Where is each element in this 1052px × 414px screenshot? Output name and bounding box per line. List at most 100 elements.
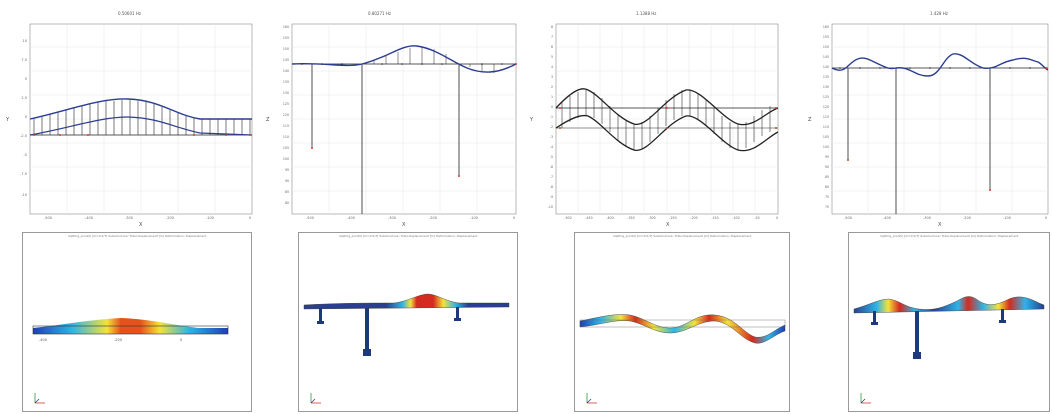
y-tick: 85 (825, 175, 829, 179)
pylons (311, 64, 460, 214)
viewport-ticks: -400 -200 0 (39, 338, 182, 342)
x-tick: -150 (711, 216, 718, 220)
3d-viewport[interactable]: mpPmg_prod(t) [m=0.5/T] Substructure: To… (574, 232, 790, 412)
x-axis-label: X (402, 222, 406, 228)
axis-triad-icon (310, 393, 321, 404)
nodes (559, 107, 777, 129)
x-ticks: -500 -400 -300 -200 -100 0 (844, 216, 1047, 220)
piers (871, 309, 1006, 359)
y-tick: -9 (550, 195, 553, 199)
y-tick: 95 (825, 155, 829, 159)
y-tick: 150 (283, 47, 289, 51)
3d-mode-render (579, 314, 786, 404)
pylons (847, 68, 991, 214)
viewport-tick: -200 (114, 338, 122, 342)
mode-shape-plot: 160 155 150 145 140 135 130 125 120 115 … (823, 23, 1049, 220)
y-tick: 115 (823, 115, 829, 119)
x-ticks: -500 -450 -400 -350 -300 -250 -200 -150 … (564, 216, 778, 220)
x-tick: -250 (669, 216, 676, 220)
y-axis-label: Z (266, 117, 270, 123)
x-tick: -100 (206, 216, 214, 220)
y-tick: 2 (551, 85, 553, 89)
y-tick: 75 (825, 195, 829, 199)
deformed-deck (291, 45, 517, 73)
deformed-top-cable (555, 88, 779, 126)
x-tick: -500 (844, 216, 852, 220)
y-tick: 4 (551, 65, 553, 69)
y-tick: 105 (283, 146, 289, 150)
3d-viewport[interactable]: mpPmg_prod(t) [m=0.5/T] Substructure: To… (848, 232, 1050, 412)
y-tick: -4 (550, 145, 553, 149)
x-tick: -300 (923, 216, 931, 220)
mode-shape-plot: 160 155 150 145 140 135 130 125 120 115 … (283, 23, 517, 220)
y-tick: 0 (551, 105, 553, 109)
x-tick: -200 (690, 216, 697, 220)
y-tick: 125 (283, 102, 289, 106)
y-tick: 5 (551, 55, 553, 59)
mode-panel-2: 0.80271 Hz Z X 160 155 150 145 140 135 1… (262, 0, 526, 414)
y-tick: 135 (823, 75, 829, 79)
viewport-caption: mpPmg_prod(t) [m=0.5/T] Substructure: To… (879, 234, 1019, 238)
y-tick: 2.5 (21, 96, 27, 100)
deformed-deck (303, 293, 510, 310)
y-tick: 3 (551, 75, 553, 79)
x-tick: -500 (564, 216, 571, 220)
y-tick: 105 (823, 135, 829, 139)
x-tick: -350 (627, 216, 634, 220)
y-tick: -7.5 (20, 172, 27, 176)
x-tick: -300 (388, 216, 396, 220)
y-tick: 125 (823, 95, 829, 99)
nodes (839, 67, 1031, 69)
y-ticks: 160 155 150 145 140 135 130 125 120 115 … (283, 25, 289, 205)
mode-title: 0.80271 Hz (368, 11, 391, 16)
y-tick: -7 (550, 175, 553, 179)
y-tick: -3 (550, 135, 553, 139)
y-tick: 5 (25, 77, 27, 81)
x-tick: 0 (1045, 216, 1047, 220)
x-tick: -200 (166, 216, 174, 220)
x-tick: -100 (732, 216, 739, 220)
x-tick: -500 (44, 216, 52, 220)
3d-mode-render: -400 -200 0 (32, 318, 229, 404)
x-tick: -450 (585, 216, 592, 220)
y-tick: 0 (25, 115, 27, 119)
y-tick: 7.5 (21, 58, 27, 62)
end-node (515, 63, 517, 65)
x-ticks: -500 -400 -300 -200 -100 0 (44, 216, 251, 220)
mode-title: 1.1388 Hz (636, 11, 657, 16)
y-ticks: 10 7.5 5 2.5 0 -2.5 -5 -7.5 -10 (20, 39, 27, 197)
nodes (301, 63, 503, 65)
y-tick: 115 (283, 124, 289, 128)
y-tick: -1 (550, 115, 553, 119)
y-tick: -5 (550, 155, 553, 159)
x-axis-label: X (938, 222, 942, 228)
mode-shape-plot: 10 7.5 5 2.5 0 -2.5 -5 -7.5 -10 -500 -40… (20, 23, 253, 220)
grid (556, 24, 778, 214)
y-tick: 1 (551, 95, 553, 99)
y-tick: 8 (551, 25, 553, 29)
axis-triad-icon (860, 393, 871, 404)
y-tick: 70 (825, 205, 829, 209)
y-tick: 6 (551, 45, 553, 49)
y-axis-label: Z (808, 117, 812, 123)
x-tick: -500 (306, 216, 314, 220)
x-tick: 0 (513, 216, 515, 220)
piers (317, 307, 461, 356)
3d-viewport[interactable]: mpPmg_prod(t) [m=0.5/T] Substructure: To… (298, 232, 518, 412)
y-tick: 140 (283, 69, 289, 73)
pylon-base-nodes (847, 159, 991, 191)
grid (832, 24, 1048, 214)
y-tick: 145 (283, 58, 289, 62)
y-tick: 7 (551, 35, 553, 39)
deformed-deck (579, 314, 786, 344)
mode-panel-1: 0.50601 Hz Y X 10 7.5 5 2.5 0 -2.5 -5 -7… (0, 0, 262, 414)
3d-viewport[interactable]: mpPmg_prod(t) [m=0.5/T] Substructure: To… (22, 232, 252, 412)
y-tick: 120 (283, 113, 289, 117)
y-tick: -5 (24, 153, 28, 157)
deformed-bottom-cable (29, 116, 253, 136)
mode-panel-3: 1.1388 Hz Y X 8 7 6 5 4 3 2 1 0 -1 -2 (526, 0, 790, 414)
x-axis-label: X (139, 222, 143, 228)
y-tick: 10 (23, 39, 27, 43)
x-tick: 0 (249, 216, 251, 220)
y-tick: 80 (825, 185, 829, 189)
